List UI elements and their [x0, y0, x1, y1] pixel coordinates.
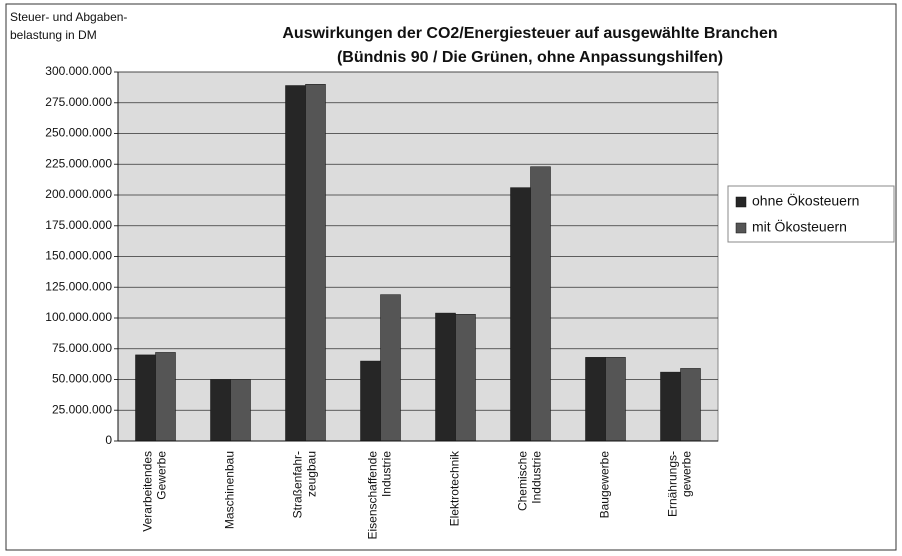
x-tick-label: Gewerbe: [155, 451, 169, 500]
y-tick-label: 75.000.000: [52, 341, 112, 355]
bar: [605, 357, 626, 442]
chart-title: (Bündnis 90 / Die Grünen, ohne Anpassung…: [337, 49, 723, 66]
y-tick-label: 25.000.000: [52, 402, 112, 416]
x-tick-label: Verarbeitendes: [141, 451, 155, 532]
x-tick-label: zeugbau: [305, 451, 319, 497]
x-tick-label: Baugewerbe: [598, 451, 612, 519]
y-axis-label: Steuer- und Abgaben-: [10, 10, 127, 24]
x-tick-label: Chemische: [516, 451, 530, 511]
y-tick-label: 50.000.000: [52, 372, 112, 386]
y-tick-label: 175.000.000: [45, 218, 112, 232]
y-tick-label: 125.000.000: [45, 279, 112, 293]
y-tick-label: 100.000.000: [45, 310, 112, 324]
bar: [135, 354, 156, 442]
x-tick-label: Straßenfahr-: [291, 451, 305, 518]
x-tick-label: Ernährungs-: [666, 451, 680, 517]
bar: [660, 371, 681, 442]
y-tick-label: 275.000.000: [45, 95, 112, 109]
y-tick-label: 200.000.000: [45, 187, 112, 201]
x-tick-label: Eisenschaffende: [366, 451, 380, 540]
y-tick-label: 225.000.000: [45, 156, 112, 170]
legend: [727, 185, 895, 243]
bar: [435, 312, 456, 442]
bar: [305, 84, 326, 442]
x-tick-label: Maschinenbau: [223, 451, 237, 529]
bar: [230, 379, 251, 442]
bar: [530, 166, 551, 442]
y-tick-label: 250.000.000: [45, 126, 112, 140]
chart-title: Auswirkungen der CO2/Energiesteuer auf a…: [282, 25, 777, 42]
bar: [585, 357, 606, 442]
x-tick-label: Inddustrie: [530, 451, 544, 504]
legend-swatch: [735, 196, 747, 208]
bar: [360, 360, 381, 442]
y-tick-label: 0: [105, 433, 112, 447]
bar: [680, 368, 701, 442]
x-tick-label: Elektrotechnik: [448, 450, 462, 526]
bar: [510, 187, 531, 442]
bar: [380, 294, 401, 442]
y-tick-label: 300.000.000: [45, 64, 112, 78]
bar: [285, 85, 306, 442]
legend-swatch: [735, 222, 747, 234]
x-tick-label: gewerbe: [680, 451, 694, 497]
bar: [210, 379, 231, 442]
bar: [455, 314, 476, 442]
x-tick-label: Industrie: [380, 451, 394, 497]
y-tick-label: 150.000.000: [45, 249, 112, 263]
legend-label: mit Ökosteuern: [752, 218, 847, 235]
bar: [155, 352, 176, 442]
y-axis-label: belastung in DM: [10, 28, 97, 42]
legend-label: ohne Ökosteuern: [752, 192, 859, 209]
